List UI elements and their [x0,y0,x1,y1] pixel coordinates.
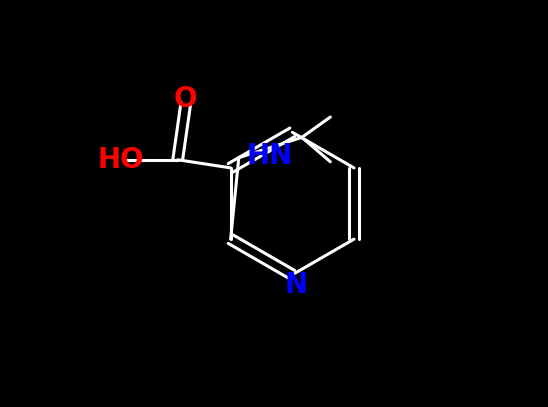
Text: N: N [285,271,308,299]
Text: HO: HO [98,146,144,174]
Text: O: O [174,85,198,113]
Text: HN: HN [247,142,293,170]
